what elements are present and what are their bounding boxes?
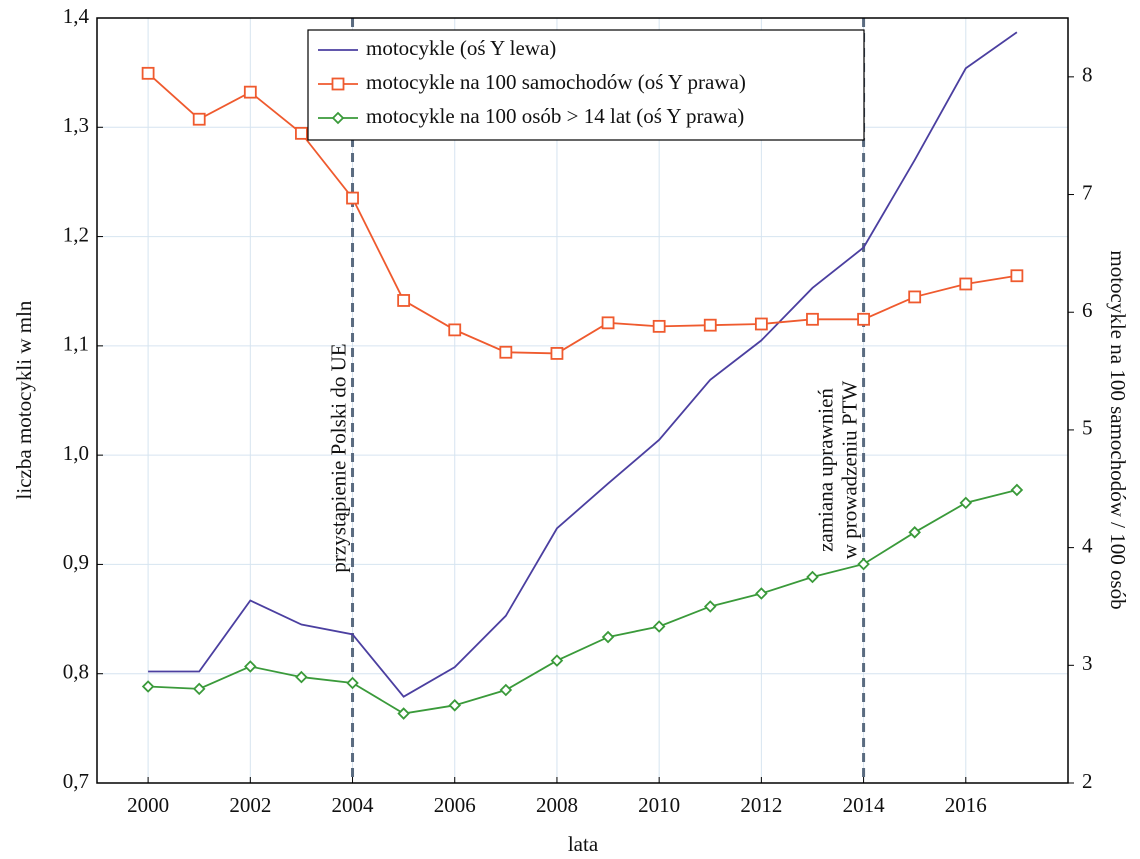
plot-frame xyxy=(96,17,1069,784)
marker xyxy=(1010,269,1024,283)
x-tick-label: 2004 xyxy=(332,793,375,817)
marker xyxy=(959,496,973,510)
y-tick-label: 1,4 xyxy=(63,4,90,28)
marker xyxy=(703,318,717,332)
y-axis-label: liczba motocykli w mln xyxy=(12,300,36,499)
marker xyxy=(806,312,819,326)
marker xyxy=(295,670,308,684)
y2-tick-label: 5 xyxy=(1082,416,1093,440)
marker xyxy=(397,294,411,307)
marker xyxy=(192,112,206,126)
x-tick-label: 2012 xyxy=(740,793,782,817)
x-axis-label: lata xyxy=(568,832,599,856)
marker xyxy=(703,600,717,613)
marker xyxy=(550,347,564,360)
y-tick-label: 1,1 xyxy=(63,332,89,356)
marker xyxy=(908,526,921,539)
y-tick-label: 0,7 xyxy=(63,769,89,793)
marker xyxy=(754,317,768,331)
y-tick-label: 0,8 xyxy=(63,660,89,684)
marker xyxy=(652,319,666,333)
x-tick-label: 2014 xyxy=(843,793,886,817)
marker xyxy=(141,680,155,693)
legend-marker xyxy=(331,111,345,125)
legend-marker xyxy=(331,77,345,91)
y-tick-label: 1,2 xyxy=(63,222,89,246)
marker xyxy=(448,323,462,337)
marker xyxy=(499,345,513,359)
x-tick-label: 2016 xyxy=(945,793,987,817)
marker xyxy=(397,707,410,720)
y2-tick-label: 7 xyxy=(1082,180,1093,204)
marker xyxy=(857,312,870,326)
series-line xyxy=(148,489,1018,715)
series-line xyxy=(147,72,1018,355)
marker xyxy=(755,587,768,600)
marker xyxy=(192,682,206,696)
x-tick-label: 2010 xyxy=(638,793,680,817)
legend-label: motocykle (oś Y lewa) xyxy=(366,36,556,60)
marker xyxy=(243,85,257,99)
x-tick-label: 2002 xyxy=(229,793,271,817)
legend-box xyxy=(307,29,865,141)
annotation-text: przystąpienie Polski do UE xyxy=(326,343,350,572)
y2-tick-label: 2 xyxy=(1082,769,1093,793)
x-tick-label: 2000 xyxy=(127,793,169,817)
marker xyxy=(141,66,155,80)
marker xyxy=(244,660,257,673)
series-line xyxy=(148,31,1018,698)
annotation-text: zamiana uprawnień xyxy=(813,388,837,552)
y2-tick-label: 4 xyxy=(1082,533,1093,557)
marker xyxy=(959,277,973,291)
marker xyxy=(601,630,615,644)
marker xyxy=(346,676,359,690)
marker xyxy=(346,191,359,205)
y2-tick-label: 6 xyxy=(1082,298,1093,322)
legend-label: motocykle na 100 osób > 14 lat (oś Y pra… xyxy=(366,104,744,128)
marker xyxy=(499,683,513,697)
y2-tick-label: 3 xyxy=(1082,651,1093,675)
marker xyxy=(448,699,462,712)
y2-axis-label: motocykle na 100 samochodów / 100 osób xyxy=(1106,250,1130,609)
marker xyxy=(652,620,666,633)
marker xyxy=(550,654,564,667)
y-tick-label: 0,9 xyxy=(63,550,89,574)
legend-label: motocykle na 100 samochodów (oś Y prawa) xyxy=(366,70,746,94)
x-tick-label: 2008 xyxy=(536,793,578,817)
y-tick-label: 1,3 xyxy=(63,113,89,137)
y2-tick-label: 8 xyxy=(1082,63,1093,87)
x-tick-label: 2006 xyxy=(434,793,476,817)
marker xyxy=(295,126,308,140)
marker xyxy=(1010,483,1024,497)
annotation-text: w prowadzeniu PTW xyxy=(837,381,861,560)
y-tick-label: 1,0 xyxy=(63,441,89,465)
marker xyxy=(908,290,922,304)
marker xyxy=(601,316,615,330)
marker xyxy=(857,557,870,571)
marker xyxy=(806,570,819,584)
